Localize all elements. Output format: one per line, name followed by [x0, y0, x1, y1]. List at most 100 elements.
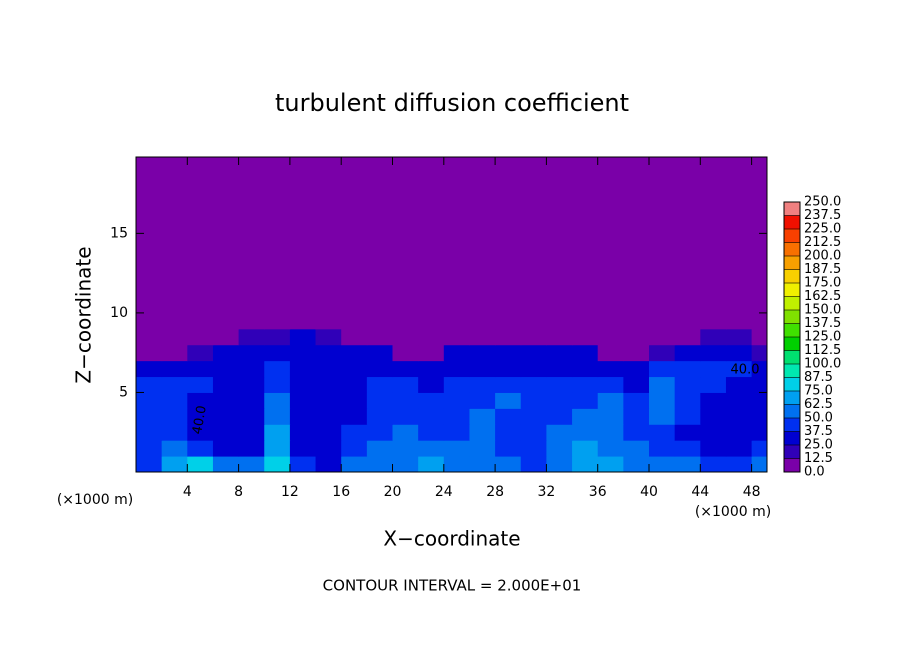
colorbar-swatch	[784, 364, 800, 378]
y-tick-label: 15	[110, 225, 128, 241]
field-cell	[597, 408, 624, 425]
colorbar-swatch	[784, 458, 800, 472]
x-unit-label: (×1000 m)	[57, 492, 133, 508]
colorbar-label: 200.0	[804, 249, 841, 264]
field-cell	[392, 328, 419, 346]
colorbar-swatch	[784, 377, 800, 391]
field-cell	[315, 344, 342, 362]
colorbar-label: 62.5	[804, 397, 833, 412]
field-cell	[341, 344, 368, 362]
field-cell	[212, 424, 240, 441]
field-cell	[136, 360, 163, 378]
colorbar-label: 212.5	[804, 235, 841, 250]
field-cell	[443, 456, 470, 473]
field-cell	[623, 392, 650, 409]
field-cell	[392, 456, 419, 473]
x-tick-label: 24	[435, 484, 453, 500]
field-cell	[674, 157, 701, 330]
field-cell	[572, 440, 599, 457]
field-cell	[572, 328, 599, 346]
field-cell	[597, 360, 624, 378]
field-cell	[700, 157, 727, 330]
field-cell	[597, 456, 624, 473]
field-cell	[495, 456, 522, 473]
x-tick-label: 20	[384, 484, 402, 500]
field-cell	[238, 376, 265, 393]
field-cell	[725, 392, 753, 409]
colorbar-label: 237.5	[804, 208, 841, 223]
x-axis-label: X−coordinate	[383, 527, 520, 551]
field-cell	[751, 392, 768, 409]
x-unit-label: (×1000 m)	[695, 504, 771, 520]
field-cell	[341, 440, 368, 457]
plot-frame	[135, 156, 768, 473]
field-cell	[572, 392, 599, 409]
field-cell	[674, 328, 701, 346]
field-cell	[187, 157, 214, 330]
field-cell	[187, 392, 214, 409]
field-cell	[495, 408, 522, 425]
field-cell	[700, 360, 727, 378]
field-cell	[341, 392, 368, 409]
field-cell	[187, 376, 214, 393]
axes: 4 8 12 16 20 24 28 32 36 40 44 485101540.040.00.012…	[110, 156, 841, 500]
field-cell	[315, 424, 342, 441]
field-cell	[469, 157, 496, 330]
contour-label: 40.0	[731, 363, 760, 378]
field-cell	[366, 328, 394, 346]
field-cell	[418, 392, 445, 409]
field-cell	[674, 408, 701, 425]
field-cell	[161, 424, 188, 441]
field-cell	[623, 408, 650, 425]
colorbar-label: 225.0	[804, 222, 841, 237]
field-cell	[366, 424, 394, 441]
field-cell	[315, 360, 342, 378]
field-cell	[392, 392, 419, 409]
field-cell	[700, 408, 727, 425]
field-cell	[700, 376, 727, 393]
field-cell	[546, 424, 573, 441]
field-cell	[264, 392, 291, 409]
field-cell	[443, 424, 470, 441]
colorbar-label: 75.0	[804, 384, 833, 399]
field-cell	[264, 408, 291, 425]
colorbar-swatch	[784, 283, 800, 297]
colorbar-label: 175.0	[804, 276, 841, 291]
field-cell	[443, 376, 470, 393]
field-cell	[700, 328, 727, 346]
field-cell	[366, 376, 394, 393]
field-cell	[366, 344, 394, 362]
field-cell	[238, 456, 265, 473]
field-cell	[443, 408, 470, 425]
field-cell	[264, 456, 291, 473]
colorbar-label: 150.0	[804, 303, 841, 318]
field-cell	[546, 157, 573, 330]
field-cell	[495, 392, 522, 409]
field-cell	[700, 392, 727, 409]
x-tick-label: 16	[332, 484, 350, 500]
colorbar-swatch	[784, 229, 800, 243]
field-cell	[136, 424, 163, 441]
colorbar-swatch	[784, 391, 800, 405]
field-cell	[212, 360, 240, 378]
colorbar-swatch	[784, 337, 800, 351]
field-cell	[495, 360, 522, 378]
field-cell	[289, 344, 317, 362]
field-cell	[597, 392, 624, 409]
x-tick-label: 12	[281, 484, 299, 500]
colorbar-swatch	[784, 350, 800, 364]
field-cell	[546, 360, 573, 378]
field-cell	[315, 376, 342, 393]
field-cell	[546, 344, 573, 362]
x-tick-label: 36	[589, 484, 607, 500]
field-cell	[700, 440, 727, 457]
field-cell	[597, 328, 624, 346]
field-cell	[238, 392, 265, 409]
field-cell	[392, 424, 419, 441]
field-cell	[751, 408, 768, 425]
field-cell	[341, 456, 368, 473]
field-cell	[161, 440, 188, 457]
field-cell	[341, 408, 368, 425]
field-cell	[495, 344, 522, 362]
